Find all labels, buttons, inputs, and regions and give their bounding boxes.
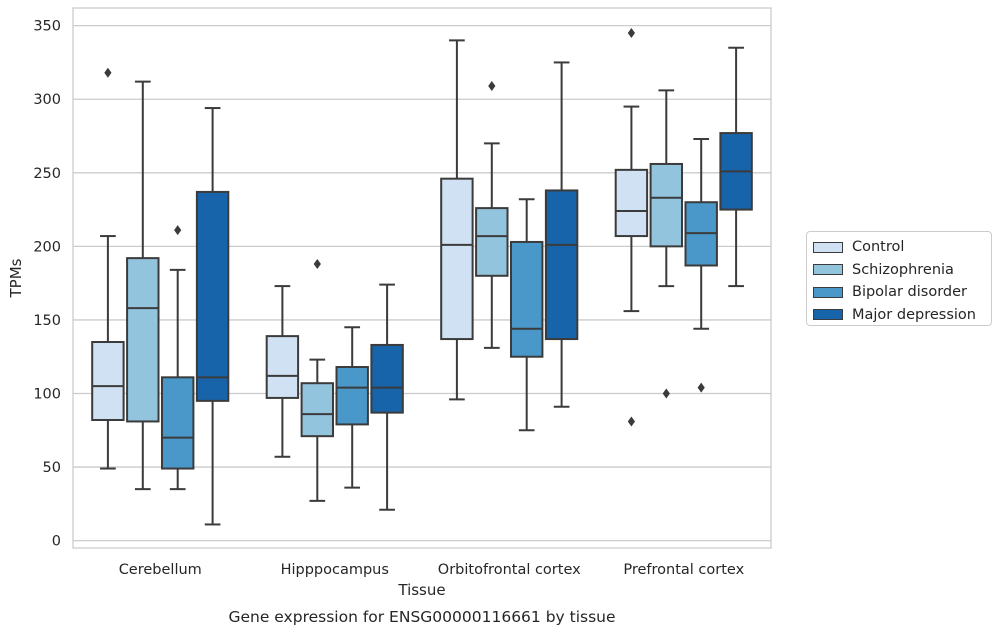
- x-axis-ticks: Cerebellum Hipppocampus Orbitofrontal cort…: [119, 562, 745, 578]
- legend-label: Bipolar disorder: [852, 284, 967, 301]
- box: [300, 382, 335, 438]
- box-group: [300, 259, 335, 502]
- box: [440, 177, 474, 341]
- box-group: [91, 67, 125, 470]
- y-tick-label: 50: [43, 460, 61, 476]
- outlier-point: [488, 80, 496, 91]
- y-tick-label: 350: [33, 19, 61, 35]
- box-group: [370, 283, 404, 511]
- box-group: [614, 28, 649, 427]
- box-group: [509, 198, 544, 432]
- outlier-point: [627, 28, 635, 39]
- legend-label: Schizophrenia: [852, 261, 954, 278]
- legend-swatch: [813, 241, 843, 253]
- y-tick-label: 150: [33, 313, 61, 329]
- box-group: [265, 285, 300, 458]
- y-axis-label: TPMs: [7, 258, 25, 298]
- y-tick-label: 250: [33, 166, 61, 182]
- box: [335, 366, 369, 426]
- box-group: [440, 39, 474, 401]
- y-axis-ticks: 0 50 100 150 200 250 300 350: [33, 19, 61, 550]
- x-axis-label: Tissue: [397, 581, 445, 599]
- y-tick-label: 0: [52, 534, 61, 550]
- outlier-point: [627, 416, 635, 427]
- box-group: [335, 326, 369, 489]
- box: [91, 341, 125, 421]
- x-tick-label: Orbitofrontal cortex: [438, 562, 581, 578]
- box-group: [475, 80, 509, 349]
- plot-area-frame: [72, 7, 772, 549]
- box: [126, 257, 160, 423]
- box: [509, 240, 544, 358]
- legend-swatch: [813, 264, 843, 276]
- box-group: [544, 61, 579, 408]
- legend-item: Control: [813, 236, 991, 259]
- box-group: [649, 89, 684, 399]
- outlier-point: [313, 259, 321, 270]
- y-tick-label: 200: [33, 239, 61, 255]
- legend-label: Major depression: [852, 306, 976, 323]
- legend-swatch: [813, 286, 843, 298]
- legend-item: Bipolar disorder: [813, 281, 991, 304]
- outlier-point: [697, 382, 705, 393]
- box: [475, 207, 509, 277]
- box-group: [719, 46, 753, 288]
- outlier-point: [174, 225, 182, 236]
- legend-item: Schizophrenia: [813, 259, 991, 282]
- box-group: [195, 107, 230, 526]
- x-tick-label: Cerebellum: [119, 562, 202, 578]
- legend-label: Control: [852, 239, 905, 256]
- box: [160, 376, 195, 470]
- box: [649, 162, 684, 248]
- box-group: [684, 137, 718, 393]
- box: [544, 189, 579, 341]
- box-group: [160, 225, 195, 491]
- box: [265, 335, 300, 399]
- legend: Control Schizophrenia Bipolar disorder Majo…: [806, 231, 992, 326]
- box-groups: [91, 28, 753, 526]
- box: [614, 168, 649, 238]
- outlier-point: [104, 67, 112, 78]
- legend-swatch: [813, 309, 843, 321]
- x-tick-label: Hipppocampus: [281, 562, 389, 578]
- box: [195, 190, 230, 402]
- chart-caption: Gene expression for ENSG00000116661 by t…: [228, 608, 615, 626]
- outlier-point: [662, 388, 670, 399]
- y-tick-label: 100: [33, 387, 61, 403]
- x-tick-label: Prefrontal cortex: [623, 562, 744, 578]
- legend-item: Major depression: [813, 304, 991, 327]
- box-group: [126, 80, 160, 491]
- y-tick-label: 300: [33, 92, 61, 108]
- box: [370, 343, 404, 414]
